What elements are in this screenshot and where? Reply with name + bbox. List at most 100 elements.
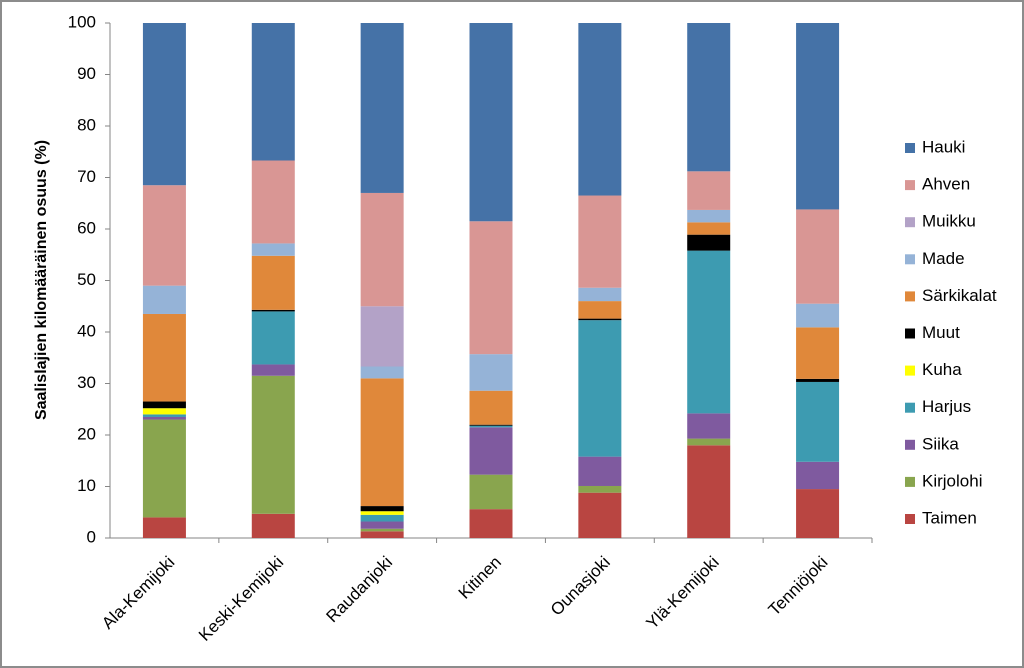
bar-segment [687,234,731,251]
bar-segment [578,485,622,493]
bar-segment [142,185,186,286]
bar-segment [469,425,513,428]
bar-segment [578,318,622,321]
legend-label: Muut [922,323,960,342]
bar-segment [360,506,404,512]
legend-swatch [905,365,915,376]
legend-label: Made [922,249,965,268]
bar-segment [687,171,731,210]
legend-swatch [905,143,915,153]
bar-segment [360,521,404,529]
legend-swatch [905,180,915,191]
bar-segment [578,287,622,302]
bar-segment [469,221,513,355]
bar-segment [142,416,186,420]
bar-segment [578,456,622,486]
bar-segment [142,408,186,415]
y-tick-label: 80 [77,115,96,134]
bar-segment [687,413,731,439]
bar-segment [687,250,731,414]
bar-segment [360,378,404,507]
bar-segment [469,474,513,510]
bar-segment [469,390,513,425]
legend-swatch [905,254,915,265]
y-tick-label: 100 [68,12,96,31]
bar-segment [469,424,513,426]
bar-segment [796,378,840,382]
bar-segment [142,419,186,518]
bar-segment [251,309,295,312]
bar-segment [796,303,840,328]
bar-segment [360,366,404,379]
bar-segment [360,23,404,193]
bar-segment [360,514,404,522]
y-tick-label: 0 [87,527,96,546]
y-tick-label: 30 [77,373,96,392]
legend-swatch [905,514,915,524]
bar-segment [687,23,731,172]
legend-label: Taimen [922,508,977,527]
y-tick-label: 50 [77,270,96,289]
bar-segment [251,23,295,161]
bar-segment [251,513,295,538]
y-tick-label: 40 [77,321,96,340]
legend-label: Särkikalat [922,286,997,305]
bar-segment [251,160,295,244]
bar-segment [251,364,295,376]
legend-label: Muikku [922,212,976,231]
bar-segment [687,222,731,235]
legend-swatch [905,328,915,339]
legend-swatch [905,402,915,413]
y-tick-label: 60 [77,218,96,237]
legend-label: Siika [922,434,959,453]
legend-swatch [905,291,915,302]
bar-segment [251,375,295,514]
legend-swatch [905,217,915,228]
bar-segment [360,511,404,515]
bar-segment [142,285,186,314]
bar-segment [360,531,404,538]
bar-segment [360,528,404,532]
bar-segment [142,414,186,417]
y-tick-label: 10 [77,476,96,495]
bar-segment [469,509,513,538]
bar-segment [251,255,295,310]
bar-segment [360,192,404,307]
y-axis-title: Saalislajien kilomääräinen osuus (%) [33,140,50,420]
bar-segment [142,401,186,409]
bar-segment [469,427,513,475]
bar-segment [796,381,840,462]
legend-swatch [905,439,915,450]
legend-label: Kirjolohi [922,471,982,490]
legend-label: Kuha [922,360,962,379]
bar-segment [578,195,622,288]
bar-segment [796,327,840,379]
bar-segment [142,517,186,538]
bar-segment [687,445,731,538]
bar-segment [796,489,840,538]
bar-segment [578,320,622,457]
y-tick-label: 20 [77,424,96,443]
y-tick-label: 90 [77,64,96,83]
bar-segment [796,23,840,210]
bar-segment [578,23,622,196]
bar-segment [796,209,840,304]
bar-segment [469,23,513,222]
y-tick-label: 70 [77,167,96,186]
legend-label: Hauki [922,137,965,156]
bar-segment [687,209,731,223]
bar-segment [142,313,186,402]
bar-segment [251,243,295,256]
bar-segment [469,354,513,391]
bar-segment [360,306,404,367]
bar-segment [578,492,622,538]
legend-label: Ahven [922,175,970,194]
bar-segment [796,461,840,490]
bar-segment [251,311,295,365]
bar-segment [687,438,731,446]
legend-swatch [905,476,915,487]
bar-segment [142,23,186,186]
bar-segment [578,301,622,319]
legend-label: Harjus [922,397,971,416]
